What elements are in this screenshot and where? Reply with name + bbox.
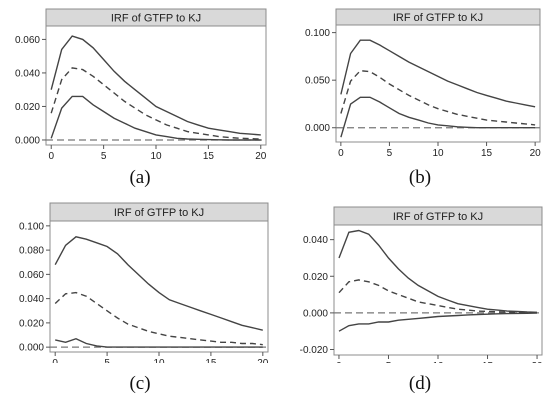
plot-frame-d bbox=[333, 224, 543, 356]
x-tick-label-b: 20 bbox=[530, 148, 542, 159]
y-tick-label-a: 0.020 bbox=[15, 102, 40, 113]
series-lower-line-a bbox=[50, 95, 261, 141]
series-lower-line-b bbox=[340, 96, 536, 138]
series-estimate-line-a bbox=[50, 67, 261, 140]
chart-panel-d: IRF of GTFP to KJ -0.020 0.000 0.020 0.040 0 5… bbox=[286, 203, 546, 363]
y-tick-label-c: 0.060 bbox=[19, 270, 44, 281]
chart-a: IRF of GTFP to KJ 0.000 0.020 0.040 0.060 0 5 1… bbox=[15, 8, 267, 160]
chart-panel-b: IRF of GTFP to KJ 0.000 0.050 0.100 0 5 10 15 20 bbox=[300, 0, 545, 160]
x-tick-label-c: 15 bbox=[205, 358, 217, 363]
series-lower-line-c bbox=[55, 337, 263, 348]
x-tick-label-c: 20 bbox=[257, 358, 269, 363]
y-tick-label-c: 0.020 bbox=[19, 318, 44, 329]
chart-title-a: IRF of GTFP to KJ bbox=[111, 13, 201, 25]
y-tick-label-d: 0.040 bbox=[303, 235, 328, 246]
chart-title-c: IRF of GTFP to KJ bbox=[114, 207, 204, 219]
x-tick-label-d: 20 bbox=[531, 361, 543, 363]
x-tick-label-b: 10 bbox=[432, 148, 444, 159]
caption-d: (d) bbox=[408, 373, 432, 394]
series-upper-line-c bbox=[54, 236, 263, 331]
series-upper-line-d bbox=[338, 229, 538, 313]
series-estimate-line-b bbox=[340, 69, 536, 126]
x-tick-label-a: 5 bbox=[101, 151, 107, 160]
series-lower-line-d bbox=[338, 312, 538, 332]
y-tick-label-d: 0.020 bbox=[303, 272, 328, 283]
x-tick-label-c: 0 bbox=[52, 358, 58, 363]
x-tick-label-b: 0 bbox=[338, 148, 344, 159]
x-tick-label-c: 5 bbox=[104, 358, 110, 363]
x-tick-label-d: 15 bbox=[482, 361, 494, 363]
chart-panel-c: IRF of GTFP to KJ 0.000 0.020 0.040 0.060 0.0… bbox=[0, 200, 272, 363]
series-estimate-line-d bbox=[338, 279, 538, 314]
x-tick-label-d: 10 bbox=[432, 361, 444, 363]
chart-b: IRF of GTFP to KJ 0.000 0.050 0.100 0 5 10 15 20 bbox=[305, 8, 542, 159]
y-tick-label-c: 0.080 bbox=[19, 246, 44, 257]
x-tick-label-d: 0 bbox=[336, 361, 342, 363]
x-tick-label-a: 0 bbox=[48, 151, 54, 160]
y-tick-label-d: -0.020 bbox=[300, 345, 329, 356]
chart-d: IRF of GTFP to KJ -0.020 0.000 0.020 0.040 0 5… bbox=[300, 206, 543, 363]
caption-c: (c) bbox=[129, 373, 151, 394]
x-tick-label-d: 5 bbox=[386, 361, 392, 363]
y-tick-label-a: 0.040 bbox=[15, 68, 40, 79]
y-tick-label-b: 0.050 bbox=[305, 76, 330, 87]
x-tick-label-a: 20 bbox=[255, 151, 267, 160]
caption-b: (b) bbox=[408, 167, 432, 188]
y-tick-label-b: 0.000 bbox=[305, 123, 330, 134]
chart-title-b: IRF of GTFP to KJ bbox=[393, 12, 483, 24]
y-tick-label-b: 0.100 bbox=[305, 28, 330, 39]
y-tick-label-c: 0.000 bbox=[19, 343, 44, 354]
x-tick-label-b: 5 bbox=[387, 148, 393, 159]
series-upper-line-b bbox=[340, 39, 536, 108]
y-tick-label-c: 0.100 bbox=[19, 221, 44, 232]
chart-c: IRF of GTFP to KJ 0.000 0.020 0.040 0.060 0.0… bbox=[19, 202, 269, 363]
caption-a: (a) bbox=[129, 167, 151, 188]
x-tick-label-a: 15 bbox=[203, 151, 215, 160]
chart-title-d: IRF of GTFP to KJ bbox=[393, 211, 483, 223]
series-upper-line-a bbox=[50, 35, 261, 136]
y-tick-label-a: 0.060 bbox=[15, 35, 40, 46]
x-tick-label-c: 10 bbox=[153, 358, 165, 363]
chart-panel-a: IRF of GTFP to KJ 0.000 0.020 0.040 0.060 0 5 1… bbox=[0, 0, 272, 160]
plot-frame-a bbox=[45, 25, 267, 146]
y-tick-label-c: 0.040 bbox=[19, 294, 44, 305]
y-tick-label-d: 0.000 bbox=[303, 308, 328, 319]
plot-frame-c bbox=[49, 220, 269, 353]
x-tick-label-b: 15 bbox=[481, 148, 493, 159]
y-tick-label-a: 0.000 bbox=[15, 135, 40, 146]
x-tick-label-a: 10 bbox=[150, 151, 162, 160]
